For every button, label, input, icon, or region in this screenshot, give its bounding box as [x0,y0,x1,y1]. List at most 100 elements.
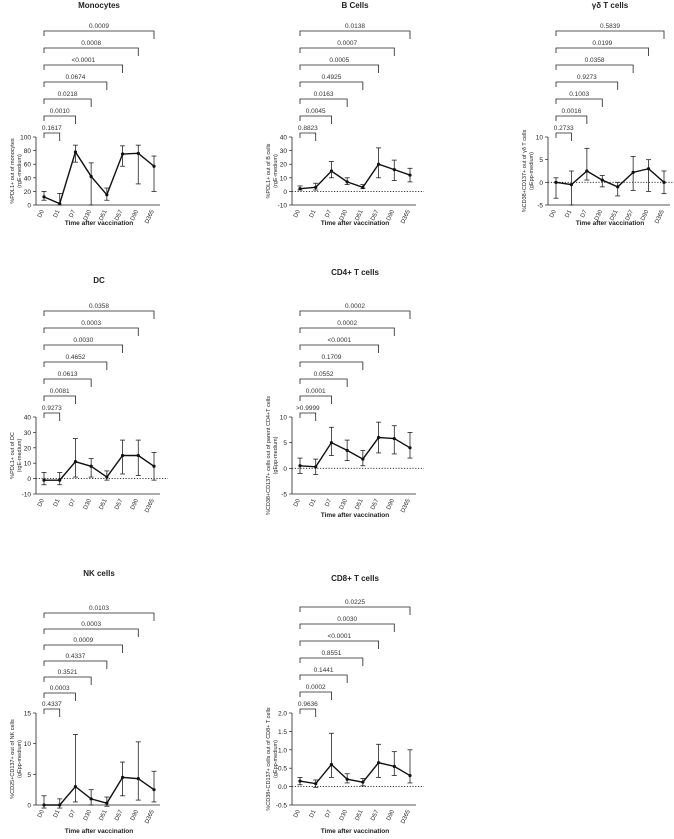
x-tick-label: D1 [565,209,574,219]
comparison-bracket [43,395,76,404]
y-tick-label: -5 [537,203,543,210]
y-axis-label-line: %CD38+CD137+ cells out of parent CD4+T c… [266,396,272,515]
p-value-label: 0.2733 [554,125,574,132]
data-point [73,150,78,154]
x-tick-label: D7 [580,209,589,219]
y-tick-label: 20 [280,162,288,169]
comparison-bracket [555,115,588,124]
y-tick-label: 15 [24,711,32,718]
data-point [298,779,302,783]
data-point [120,152,125,156]
p-value-label: 0.0016 [561,108,581,115]
comparison-bracket [43,692,76,701]
data-point [408,446,412,450]
y-tick-label: -5 [281,492,287,499]
y-tick-label: 100 [20,135,31,142]
y-tick-label: 40 [24,415,32,422]
y-axis-label-line: %PDL1+ out of monocytes [10,138,16,204]
p-value-label: 0.0103 [89,605,109,612]
series-line [555,167,665,188]
data-point [392,436,396,441]
y-tick-label: 40 [280,135,288,142]
data-point [314,465,318,469]
y-tick-label: 5 [283,440,287,447]
x-tick-label: D30 [83,498,93,511]
comparison-bracket [555,47,649,56]
chart-title: γδ T cells [592,1,629,10]
p-value-label: 0.0002 [345,303,365,310]
comparison-bracket [299,115,332,124]
chart-title: Monocytes [78,1,120,10]
p-value-label: 0.0030 [337,616,357,623]
p-value-label: 0.0358 [89,303,109,310]
y-tick-label: 2.0 [278,711,287,718]
comparison-bracket [299,344,379,353]
x-tick-label: D30 [339,809,349,822]
data-point [89,464,93,468]
y-axis-label-line: (gEpp-medium) [273,436,279,474]
comparison-bracket [43,361,108,370]
x-axis-label: Time after vaccination [321,512,390,519]
p-value-label: 0.5839 [600,23,620,30]
x-tick-label: D51 [99,209,109,222]
x-tick-label: D51 [355,498,365,511]
x-axis-label: Time after vaccination [321,220,390,227]
y-tick-label: -10 [278,203,288,210]
x-tick-label: D0 [293,498,302,508]
data-point [392,764,396,768]
series-line [299,761,411,785]
y-tick-label: 10 [24,461,32,468]
p-value-label: 0.0002 [337,320,357,327]
data-point [152,788,156,792]
chart-title: NK cells [83,569,115,578]
comparison-bracket [43,628,139,637]
p-value-label: 0.4925 [321,74,341,81]
data-point [329,762,334,767]
series-line [43,150,155,205]
y-tick-label: 0.5 [278,766,287,773]
data-point [136,151,140,155]
y-tick-label: 0 [539,180,543,187]
chart-panel: DC -10 0 10 20 30 40 %PDL1+ out of DC(rgE-mediu… [10,276,168,514]
x-tick-label: D30 [83,209,93,222]
data-point [73,785,78,789]
data-point [298,464,302,468]
p-value-label: 0.0002 [306,684,326,691]
x-tick-label: D90 [130,498,140,511]
x-tick-label: D57 [114,209,124,222]
chart-title: DC [93,276,105,285]
p-value-label: <0.0001 [327,337,351,344]
chart-title: CD4+ T cells [331,268,379,277]
p-value-label: 0.0010 [50,108,70,115]
data-point [152,464,156,468]
y-tick-label: 1.5 [278,729,287,736]
x-tick-label: D365 [144,809,156,825]
data-point [73,460,78,464]
comparison-bracket [43,412,61,421]
data-point [89,797,93,801]
y-axis-label: %PDL1+ out of DC(rgE-medium) [10,432,23,479]
data-point [585,169,589,173]
y-tick-label: 0.0 [278,784,287,791]
data-point [152,164,156,168]
data-point [600,178,604,182]
x-tick-label: D1 [53,809,62,819]
y-tick-label: 0 [27,803,31,810]
x-tick-label: D365 [400,209,412,225]
x-tick-label: D1 [309,498,318,508]
comparison-bracket [299,30,411,39]
y-tick-label: 10 [24,741,32,748]
p-value-label: 0.0003 [50,685,70,692]
data-point [329,169,334,173]
comparison-bracket [555,64,634,73]
comparison-bracket [299,657,364,666]
x-tick-label: D365 [144,498,156,514]
comparison-bracket [299,412,317,421]
y-axis-label-line: (gEpp-medium) [529,152,535,190]
data-point [58,803,62,807]
comparison-bracket [43,644,123,653]
p-value-label: 0.0001 [306,388,326,395]
y-axis-label-line: %CD38+CD137+ out of γδ T cells [522,130,528,213]
y-axis-label-line: (rgE-medium) [17,439,23,473]
y-tick-label: -10 [22,492,32,499]
